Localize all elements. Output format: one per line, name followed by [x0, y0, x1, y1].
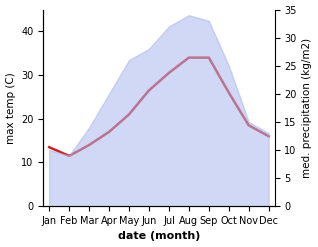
X-axis label: date (month): date (month) — [118, 231, 200, 242]
Y-axis label: med. precipitation (kg/m2): med. precipitation (kg/m2) — [302, 38, 313, 178]
Y-axis label: max temp (C): max temp (C) — [5, 72, 16, 144]
